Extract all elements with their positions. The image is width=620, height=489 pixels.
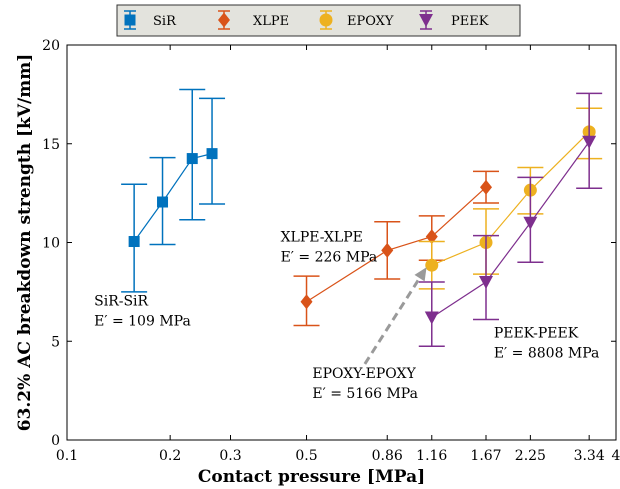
xlpe-annotation-modulus: E′ = 226 MPa: [281, 250, 378, 266]
square-marker: [128, 236, 140, 248]
series-sir: [121, 88, 226, 293]
peek-annotation-modulus: E′ = 8808 MPa: [494, 345, 600, 361]
y-tick-label: 15: [42, 137, 60, 153]
triangle-down-marker: [479, 276, 494, 289]
square-marker: [124, 14, 136, 26]
legend-label-xlpe: XLPE: [253, 14, 289, 29]
y-tick-label: 20: [42, 38, 60, 54]
xlpe-annotation-title: XLPE-XLPE: [281, 230, 363, 246]
triangle-down-marker: [424, 311, 439, 325]
y-tick-label: 10: [42, 236, 60, 252]
x-tick-label: 2.25: [515, 448, 546, 464]
legend-label-peek: PEEK: [451, 14, 489, 29]
triangle-down-marker: [523, 216, 538, 230]
peek-annotation-title: PEEK-PEEK: [494, 325, 579, 341]
x-tick-label: 1.67: [470, 448, 501, 464]
annotation-arrow-line: [363, 277, 421, 365]
square-marker: [206, 148, 218, 160]
x-axis-title: Contact pressure [MPa]: [198, 467, 425, 487]
triangle-down-marker: [419, 14, 433, 27]
y-axis-title: 63.2% AC breakdown strength [kV/mm]: [15, 54, 35, 432]
sir-annotation-title: SiR-SiR: [94, 294, 148, 310]
circle-marker: [319, 13, 333, 27]
series-xlpe: [293, 170, 500, 327]
y-tick-label: 0: [51, 433, 60, 449]
series-line: [306, 186, 487, 303]
x-tick-label: 0.2: [159, 448, 181, 464]
annotation-arrow-head: [414, 267, 427, 282]
x-tick-label: 3.34: [574, 448, 605, 464]
diamond-marker: [218, 12, 230, 28]
y-tick-label: 5: [51, 334, 60, 350]
diamond-marker: [480, 179, 493, 195]
legend-label-sir: SiR: [153, 14, 177, 29]
series-line: [133, 153, 213, 242]
x-tick-label: 0.3: [219, 448, 241, 464]
series-line: [431, 131, 590, 266]
legend: SiR XLPE EPOXY PEEK: [116, 4, 521, 37]
x-tick-label: 1.16: [416, 448, 447, 464]
x-tick-label: 0.86: [372, 448, 403, 464]
legend-label-epoxy: EPOXY: [347, 14, 394, 29]
epoxy-annotation-modulus: E′ = 5166 MPa: [312, 386, 418, 402]
diamond-marker: [300, 294, 313, 310]
x-tick-label: 4: [612, 448, 620, 464]
x-tick-label: 0.5: [295, 448, 317, 464]
epoxy-annotation-title: EPOXY-EPOXY: [312, 366, 416, 382]
circle-marker: [425, 258, 439, 272]
series-epoxy: [418, 107, 603, 290]
legend-box: [116, 4, 521, 37]
diamond-marker: [425, 229, 438, 245]
square-marker: [186, 153, 198, 165]
series-line: [431, 141, 590, 319]
triangle-down-marker: [582, 135, 597, 149]
x-tick-label: 0.1: [56, 448, 78, 464]
sir-annotation-modulus: E′ = 109 MPa: [94, 314, 191, 330]
series-peek: [418, 92, 603, 347]
diamond-marker: [381, 242, 394, 258]
square-marker: [157, 196, 169, 208]
